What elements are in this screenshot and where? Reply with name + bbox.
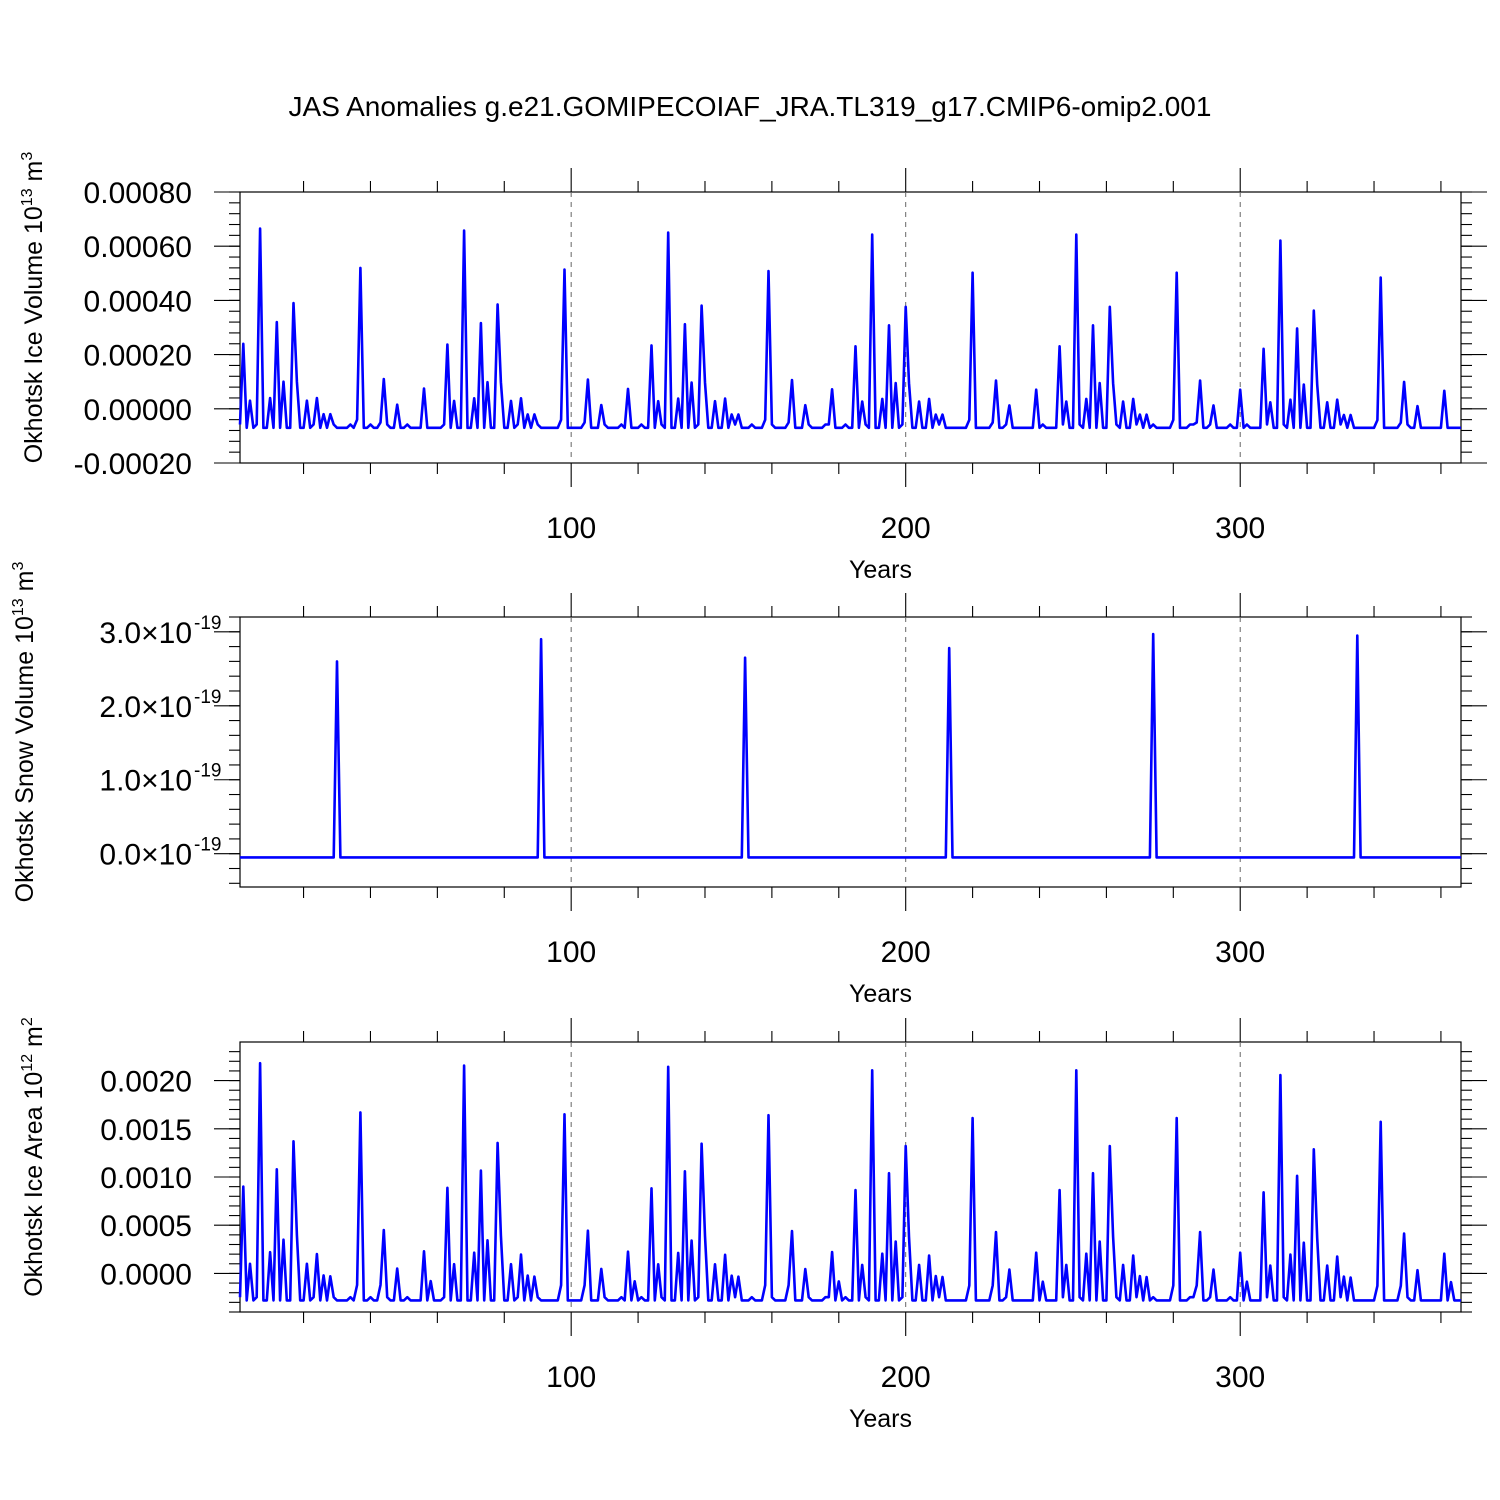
x-tick-label: 100 — [546, 512, 596, 545]
x-axis-label: Years — [849, 980, 912, 1008]
y-tick-exponent: -19 — [194, 761, 221, 782]
y-tick-label: 0.00040 — [84, 285, 192, 318]
y-tick-exponent: -19 — [194, 613, 221, 634]
x-tick-label: 300 — [1215, 1361, 1265, 1394]
x-axis-label: Years — [849, 556, 912, 584]
plot-frame — [239, 616, 1462, 888]
y-tick-label: 0.0020 — [100, 1066, 192, 1099]
y-tick-label: 0.00020 — [84, 340, 192, 373]
x-tick-label: 100 — [546, 936, 596, 969]
chart-title: JAS Anomalies g.e21.GOMIPECOIAF_JRA.TL31… — [289, 91, 1212, 122]
x-tick-label: 200 — [881, 1361, 931, 1394]
panel-ice-area: 100 200 300 Years 0.0000 0.0005 0.0010 0.0015 0.… — [19, 1017, 1487, 1433]
y-tick-label: 2.0×10 — [99, 691, 192, 724]
y-tick-exponent: -19 — [194, 835, 221, 856]
data-series-line — [238, 227, 1461, 430]
y-tick-label: 0.0015 — [100, 1114, 192, 1147]
y-tick-label: 3.0×10 — [99, 617, 192, 650]
plot-frame — [239, 191, 1462, 464]
y-tick-label: 0.00080 — [84, 177, 192, 210]
y-tick-label: 0.0×10 — [99, 839, 192, 872]
y-axis-label: Okhotsk Ice Area 1012 m2 — [19, 1017, 48, 1297]
y-tick-exponent: -19 — [194, 687, 221, 708]
y-tick-label: -0.00020 — [74, 448, 192, 481]
y-tick-label: 0.00000 — [84, 394, 192, 427]
y-tick-label: 0.0005 — [100, 1210, 192, 1243]
y-tick-label: 0.0000 — [100, 1258, 192, 1291]
x-axis-label: Years — [849, 1405, 912, 1433]
y-axis-label: Okhotsk Ice Volume 1013 m3 — [19, 152, 48, 464]
x-tick-label: 200 — [881, 512, 931, 545]
data-series-line — [238, 1061, 1461, 1302]
y-tick-label: 0.0010 — [100, 1162, 192, 1195]
x-tick-label: 100 — [546, 1361, 596, 1394]
panel-ice-volume: 100 200 300 Years -0.00020 0.00000 0.00020 0.00… — [19, 152, 1487, 584]
x-tick-label: 300 — [1215, 936, 1265, 969]
x-tick-label: 300 — [1215, 512, 1265, 545]
data-series-line — [240, 632, 1461, 859]
y-tick-label: 1.0×10 — [99, 765, 192, 798]
x-tick-label: 200 — [881, 936, 931, 969]
y-axis-label: Okhotsk Snow Volume 1013 m3 — [10, 562, 39, 903]
y-tick-label: 0.00060 — [84, 231, 192, 264]
